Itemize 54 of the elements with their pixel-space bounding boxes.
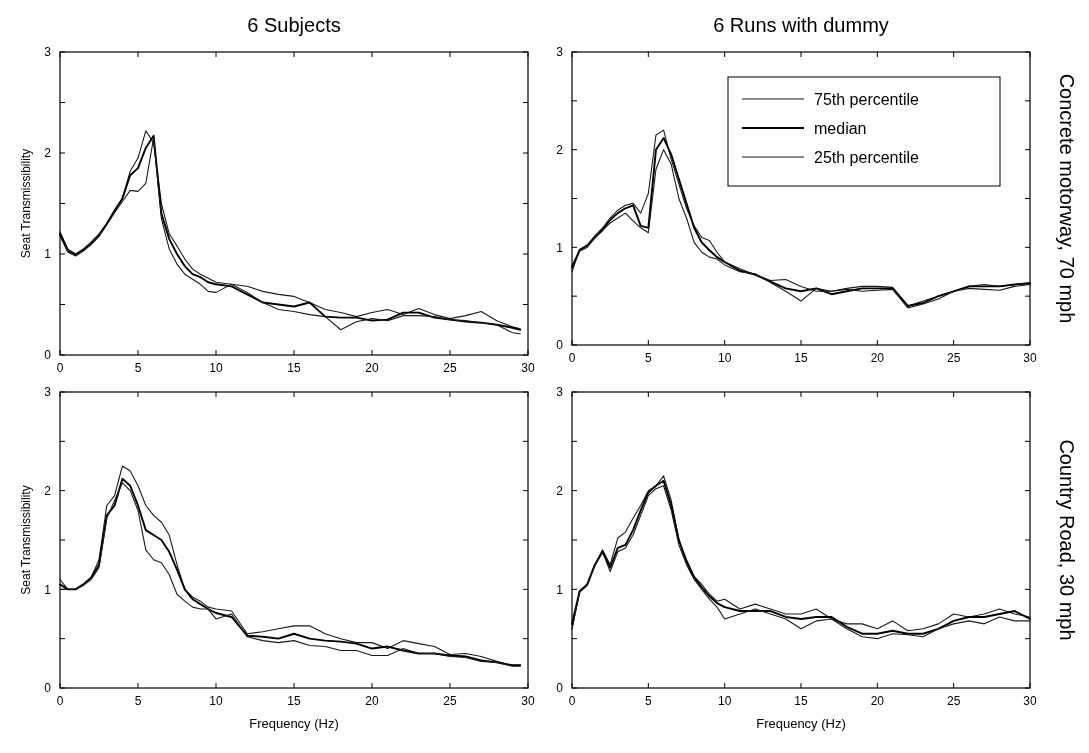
y-tick-label: 2 <box>44 483 52 498</box>
x-tick-label: 25 <box>443 361 457 375</box>
x-tick-label: 5 <box>644 694 652 708</box>
x-tick-label: 30 <box>521 361 535 375</box>
x-axis-title: Frequency (Hz) <box>249 716 339 731</box>
y-tick-label: 0 <box>44 681 52 696</box>
legend-label: 25th percentile <box>814 148 920 166</box>
y-tick-label: 3 <box>44 45 52 60</box>
x-tick-label: 20 <box>365 694 379 708</box>
y-tick-label: 2 <box>44 146 52 161</box>
x-tick-label: 0 <box>56 694 64 708</box>
y-axis-title: Seat Transmissibility <box>19 485 33 595</box>
y-tick-label: 1 <box>556 582 564 597</box>
y-axis-title: Seat Transmissibility <box>19 148 33 259</box>
x-axis-title: Frequency (Hz) <box>756 716 846 731</box>
x-tick-label: 10 <box>717 351 732 365</box>
text: Country Road, 30 mph <box>1056 439 1078 641</box>
y-tick-label: 2 <box>556 483 564 498</box>
y-tick-label: 1 <box>44 247 52 262</box>
text: Concrete motorway, 70 mph <box>1056 73 1078 324</box>
y-tick-label: 3 <box>556 385 564 400</box>
x-tick-label: 0 <box>56 361 64 375</box>
x-tick-label: 10 <box>717 694 732 708</box>
x-tick-label: 15 <box>794 351 808 365</box>
x-tick-label: 20 <box>870 351 885 365</box>
x-tick-label: 20 <box>365 361 379 375</box>
x-tick-label: 15 <box>287 694 301 708</box>
chart-title: 6 Runs with dummy <box>713 14 889 36</box>
y-tick-label: 3 <box>44 385 52 400</box>
x-tick-label: 10 <box>209 694 223 708</box>
x-tick-label: 5 <box>134 361 142 375</box>
chart-title: 6 Subjects <box>247 14 341 36</box>
legend-label: 75th percentile <box>814 90 920 108</box>
y-tick-label: 3 <box>556 45 564 60</box>
x-tick-label: 10 <box>209 361 223 375</box>
x-tick-label: 30 <box>521 694 535 708</box>
x-tick-label: 15 <box>794 694 808 708</box>
x-tick-label: 15 <box>287 361 301 375</box>
y-tick-label: 1 <box>556 240 564 255</box>
legend-label: median <box>814 119 867 137</box>
x-tick-label: 30 <box>1023 694 1037 708</box>
x-tick-label: 25 <box>946 694 961 708</box>
x-tick-label: 5 <box>134 694 142 708</box>
y-tick-label: 0 <box>556 681 564 696</box>
x-tick-label: 5 <box>644 351 652 365</box>
x-tick-label: 25 <box>946 351 961 365</box>
x-tick-label: 25 <box>443 694 457 708</box>
y-tick-label: 2 <box>556 142 564 157</box>
x-tick-label: 0 <box>568 351 576 365</box>
x-tick-label: 0 <box>568 694 576 708</box>
y-tick-label: 0 <box>556 338 564 353</box>
y-tick-label: 1 <box>44 582 52 597</box>
x-tick-label: 30 <box>1023 351 1037 365</box>
x-tick-label: 20 <box>870 694 885 708</box>
